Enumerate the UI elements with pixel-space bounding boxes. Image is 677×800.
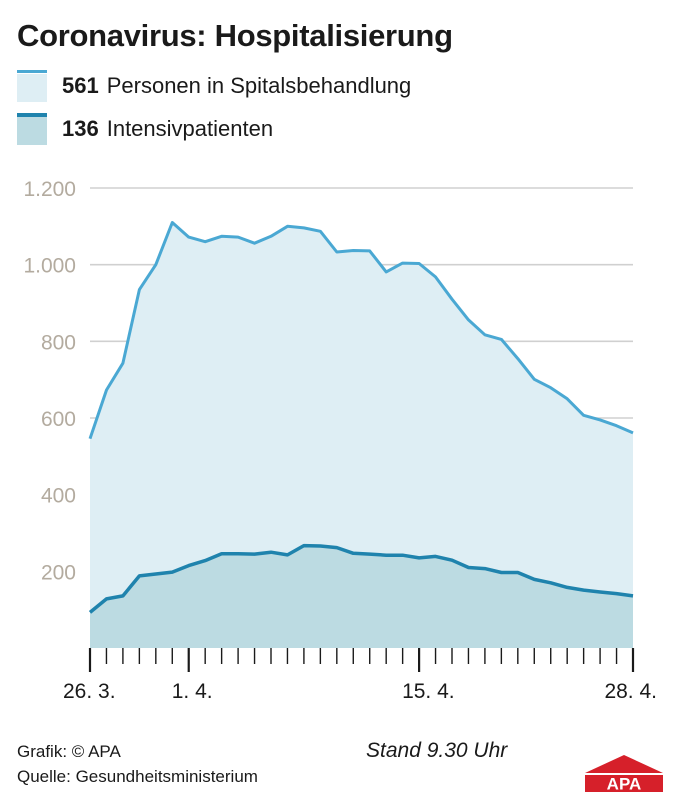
y-tick-label: 200: [41, 561, 76, 584]
legend-label-icu: Intensivpatienten: [106, 116, 274, 141]
x-tick-label: 28. 4.: [604, 680, 657, 703]
y-tick-label: 1.000: [23, 255, 76, 278]
series-area-icu: [90, 545, 633, 648]
series-line-hospitalized: [88, 221, 634, 440]
legend-item-hospitalized: 561 Personen in Spitalsbehandlung: [17, 69, 411, 103]
y-tick-label: 600: [41, 408, 76, 431]
legend-swatch-icu: [17, 113, 47, 145]
legend-item-icu: 136 Intensivpatienten: [17, 112, 273, 146]
x-tick-label: 26. 3.: [63, 680, 116, 703]
legend-label-hospitalized: Personen in Spitalsbehandlung: [106, 73, 412, 98]
chart-title: Coronavirus: Hospitalisierung: [17, 18, 453, 53]
y-tick-label: 800: [41, 331, 76, 354]
credit-text: Grafik: © APA: [17, 742, 121, 761]
source-text: Quelle: Gesundheitsministerium: [17, 767, 258, 786]
area-chart: 200 400 600 800 1.000 1.200 26. 3. 1. 4. 15. 4. 2…: [23, 178, 657, 703]
apa-logo-text: APA: [607, 775, 642, 793]
legend-swatch-hospitalized: [17, 70, 47, 102]
x-tick-label: 1. 4.: [172, 680, 213, 703]
series-area-hospitalized: [90, 222, 633, 648]
series-line-icu: [88, 543, 634, 614]
y-tick-label: 400: [41, 485, 76, 508]
x-tick-label: 15. 4.: [402, 680, 455, 703]
legend-value-hospitalized: 561: [62, 73, 99, 98]
y-tick-label: 1.200: [23, 178, 76, 201]
timestamp-text: Stand 9.30 Uhr: [366, 739, 508, 762]
apa-logo: APA: [585, 755, 663, 793]
legend-value-icu: 136: [62, 116, 99, 141]
